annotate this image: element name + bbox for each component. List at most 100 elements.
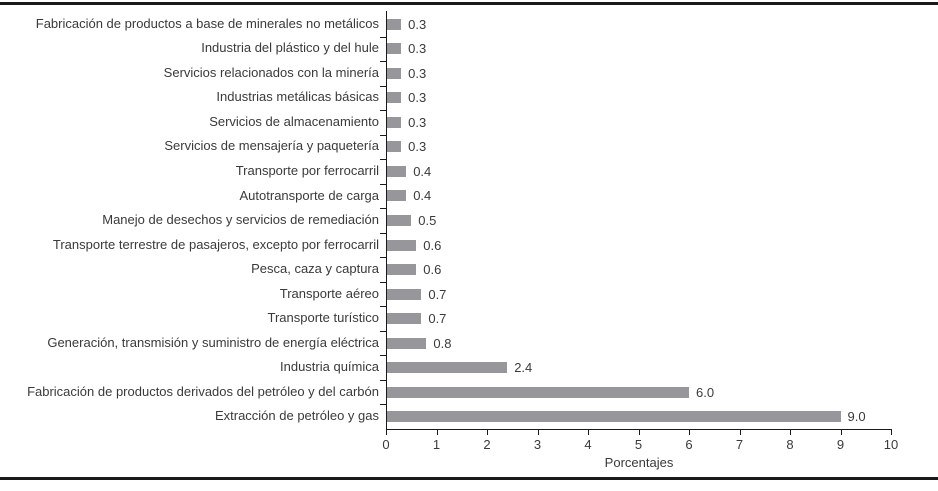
category-label: Fabricación de productos a base de miner… (35, 15, 379, 31)
x-tick-label: 6 (685, 437, 693, 452)
bar (386, 141, 402, 153)
bar (386, 190, 407, 202)
x-tick-label: 7 (735, 437, 744, 452)
value-label: 0.4 (413, 188, 432, 204)
x-axis-tick (386, 430, 387, 435)
bar-row: Fabricación de productos a base de miner… (0, 12, 938, 37)
bar-row: Servicios de mensajería y paquetería 0.3 (0, 135, 938, 160)
y-axis-tick (380, 208, 386, 210)
x-tick-label: 9 (836, 437, 845, 452)
y-axis-line (386, 11, 387, 430)
value-label: 0.7 (428, 311, 447, 327)
category-label: Transporte aéreo (279, 285, 379, 301)
bar-row: Industria química 2.4 (0, 355, 938, 380)
bar (386, 386, 689, 398)
x-axis-tick (689, 430, 690, 435)
value-label: 0.3 (408, 41, 427, 57)
bar (386, 215, 412, 227)
category-label: Industrias metálicas básicas (216, 89, 379, 105)
x-axis-tick (790, 430, 791, 435)
category-label: Transporte turístico (267, 310, 379, 326)
category-label: Industria del plástico y del hule (201, 40, 379, 56)
bar-row: Servicios relacionados con la minería 0.3 (0, 61, 938, 86)
category-label: Industria química (280, 359, 379, 375)
bar-track: 0.6 (386, 257, 891, 282)
value-label: 0.5 (418, 213, 437, 229)
x-tick-label: 3 (533, 437, 542, 452)
bar (386, 67, 402, 79)
x-axis-tick (436, 430, 438, 435)
x-axis-tick (739, 430, 741, 435)
category-label: Autotransporte de carga (239, 187, 379, 203)
value-label: 0.3 (408, 90, 427, 106)
y-axis-tick (380, 134, 386, 136)
y-axis-tick (380, 257, 386, 259)
bar-track: 0.3 (386, 37, 891, 62)
bar-row: Transporte turístico 0.7 (0, 306, 938, 331)
x-tick-label: 8 (786, 437, 794, 452)
value-label: 0.3 (408, 114, 427, 130)
category-label: Fabricación de productos derivados del p… (27, 383, 379, 399)
value-label: 6.0 (696, 384, 715, 400)
bottom-rule (0, 477, 938, 480)
category-label: Manejo de desechos y servicios de remedi… (102, 212, 379, 228)
category-label: Extracción de petróleo y gas (214, 408, 379, 424)
x-tick-label: 2 (483, 437, 491, 452)
bar-track: 0.3 (386, 135, 891, 160)
bar-track: 0.3 (386, 12, 891, 37)
bar-row: Industria del plástico y del hule 0.3 (0, 37, 938, 62)
y-axis-tick (380, 61, 386, 63)
bar (386, 411, 841, 423)
bar (386, 313, 422, 325)
category-label: Servicios de almacenamiento (209, 113, 379, 129)
x-axis-tick (891, 430, 892, 435)
bar (386, 18, 402, 30)
bar (386, 43, 402, 55)
value-label: 9.0 (847, 409, 866, 425)
bar (386, 362, 508, 374)
category-label: Transporte terrestre de pasajeros, excep… (52, 236, 379, 252)
y-axis-tick (380, 281, 386, 283)
y-axis-tick (380, 355, 386, 357)
category-label: Pesca, caza y captura (251, 261, 379, 277)
y-axis-tick (380, 110, 386, 112)
x-tick-label: 10 (883, 437, 899, 452)
bar-row: Fabricación de productos derivados del p… (0, 380, 938, 405)
chart-rows: Fabricación de productos a base de miner… (0, 12, 938, 429)
bar-row: Extracción de petróleo y gas 9.0 (0, 405, 938, 430)
bar-track: 0.5 (386, 208, 891, 233)
bar (386, 116, 402, 128)
category-label: Servicios relacionados con la minería (163, 64, 379, 80)
bar-track: 0.3 (386, 86, 891, 111)
bar-row: Transporte aéreo 0.7 (0, 282, 938, 307)
value-label: 0.3 (408, 139, 427, 155)
x-axis-tick (638, 430, 640, 435)
y-axis-tick (380, 159, 386, 161)
x-axis-title: Porcentajes (604, 455, 674, 470)
y-axis-tick (380, 85, 386, 87)
x-axis-tick (537, 430, 539, 435)
bar-track: 0.4 (386, 184, 891, 209)
category-label: Generación, transmisión y suministro de … (47, 334, 379, 350)
bar-track: 0.4 (386, 159, 891, 184)
bar (386, 264, 417, 276)
bar-track: 0.6 (386, 233, 891, 258)
bar (386, 92, 402, 104)
category-label: Transporte por ferrocarril (235, 162, 379, 178)
bar (386, 288, 422, 300)
y-axis-tick (380, 330, 386, 332)
category-label: Servicios de mensajería y paquetería (164, 138, 379, 154)
value-label: 0.7 (428, 286, 447, 302)
y-axis-tick (380, 232, 386, 234)
bar-track: 0.8 (386, 331, 891, 356)
value-label: 0.8 (433, 335, 452, 351)
bar-track: 6.0 (386, 380, 891, 405)
value-label: 0.6 (423, 262, 442, 278)
x-tick-label: 4 (584, 437, 592, 452)
x-tick-label: 1 (432, 437, 441, 452)
bar-track: 0.3 (386, 61, 891, 86)
bar-track: 0.7 (386, 306, 891, 331)
bar-track: 0.7 (386, 282, 891, 307)
